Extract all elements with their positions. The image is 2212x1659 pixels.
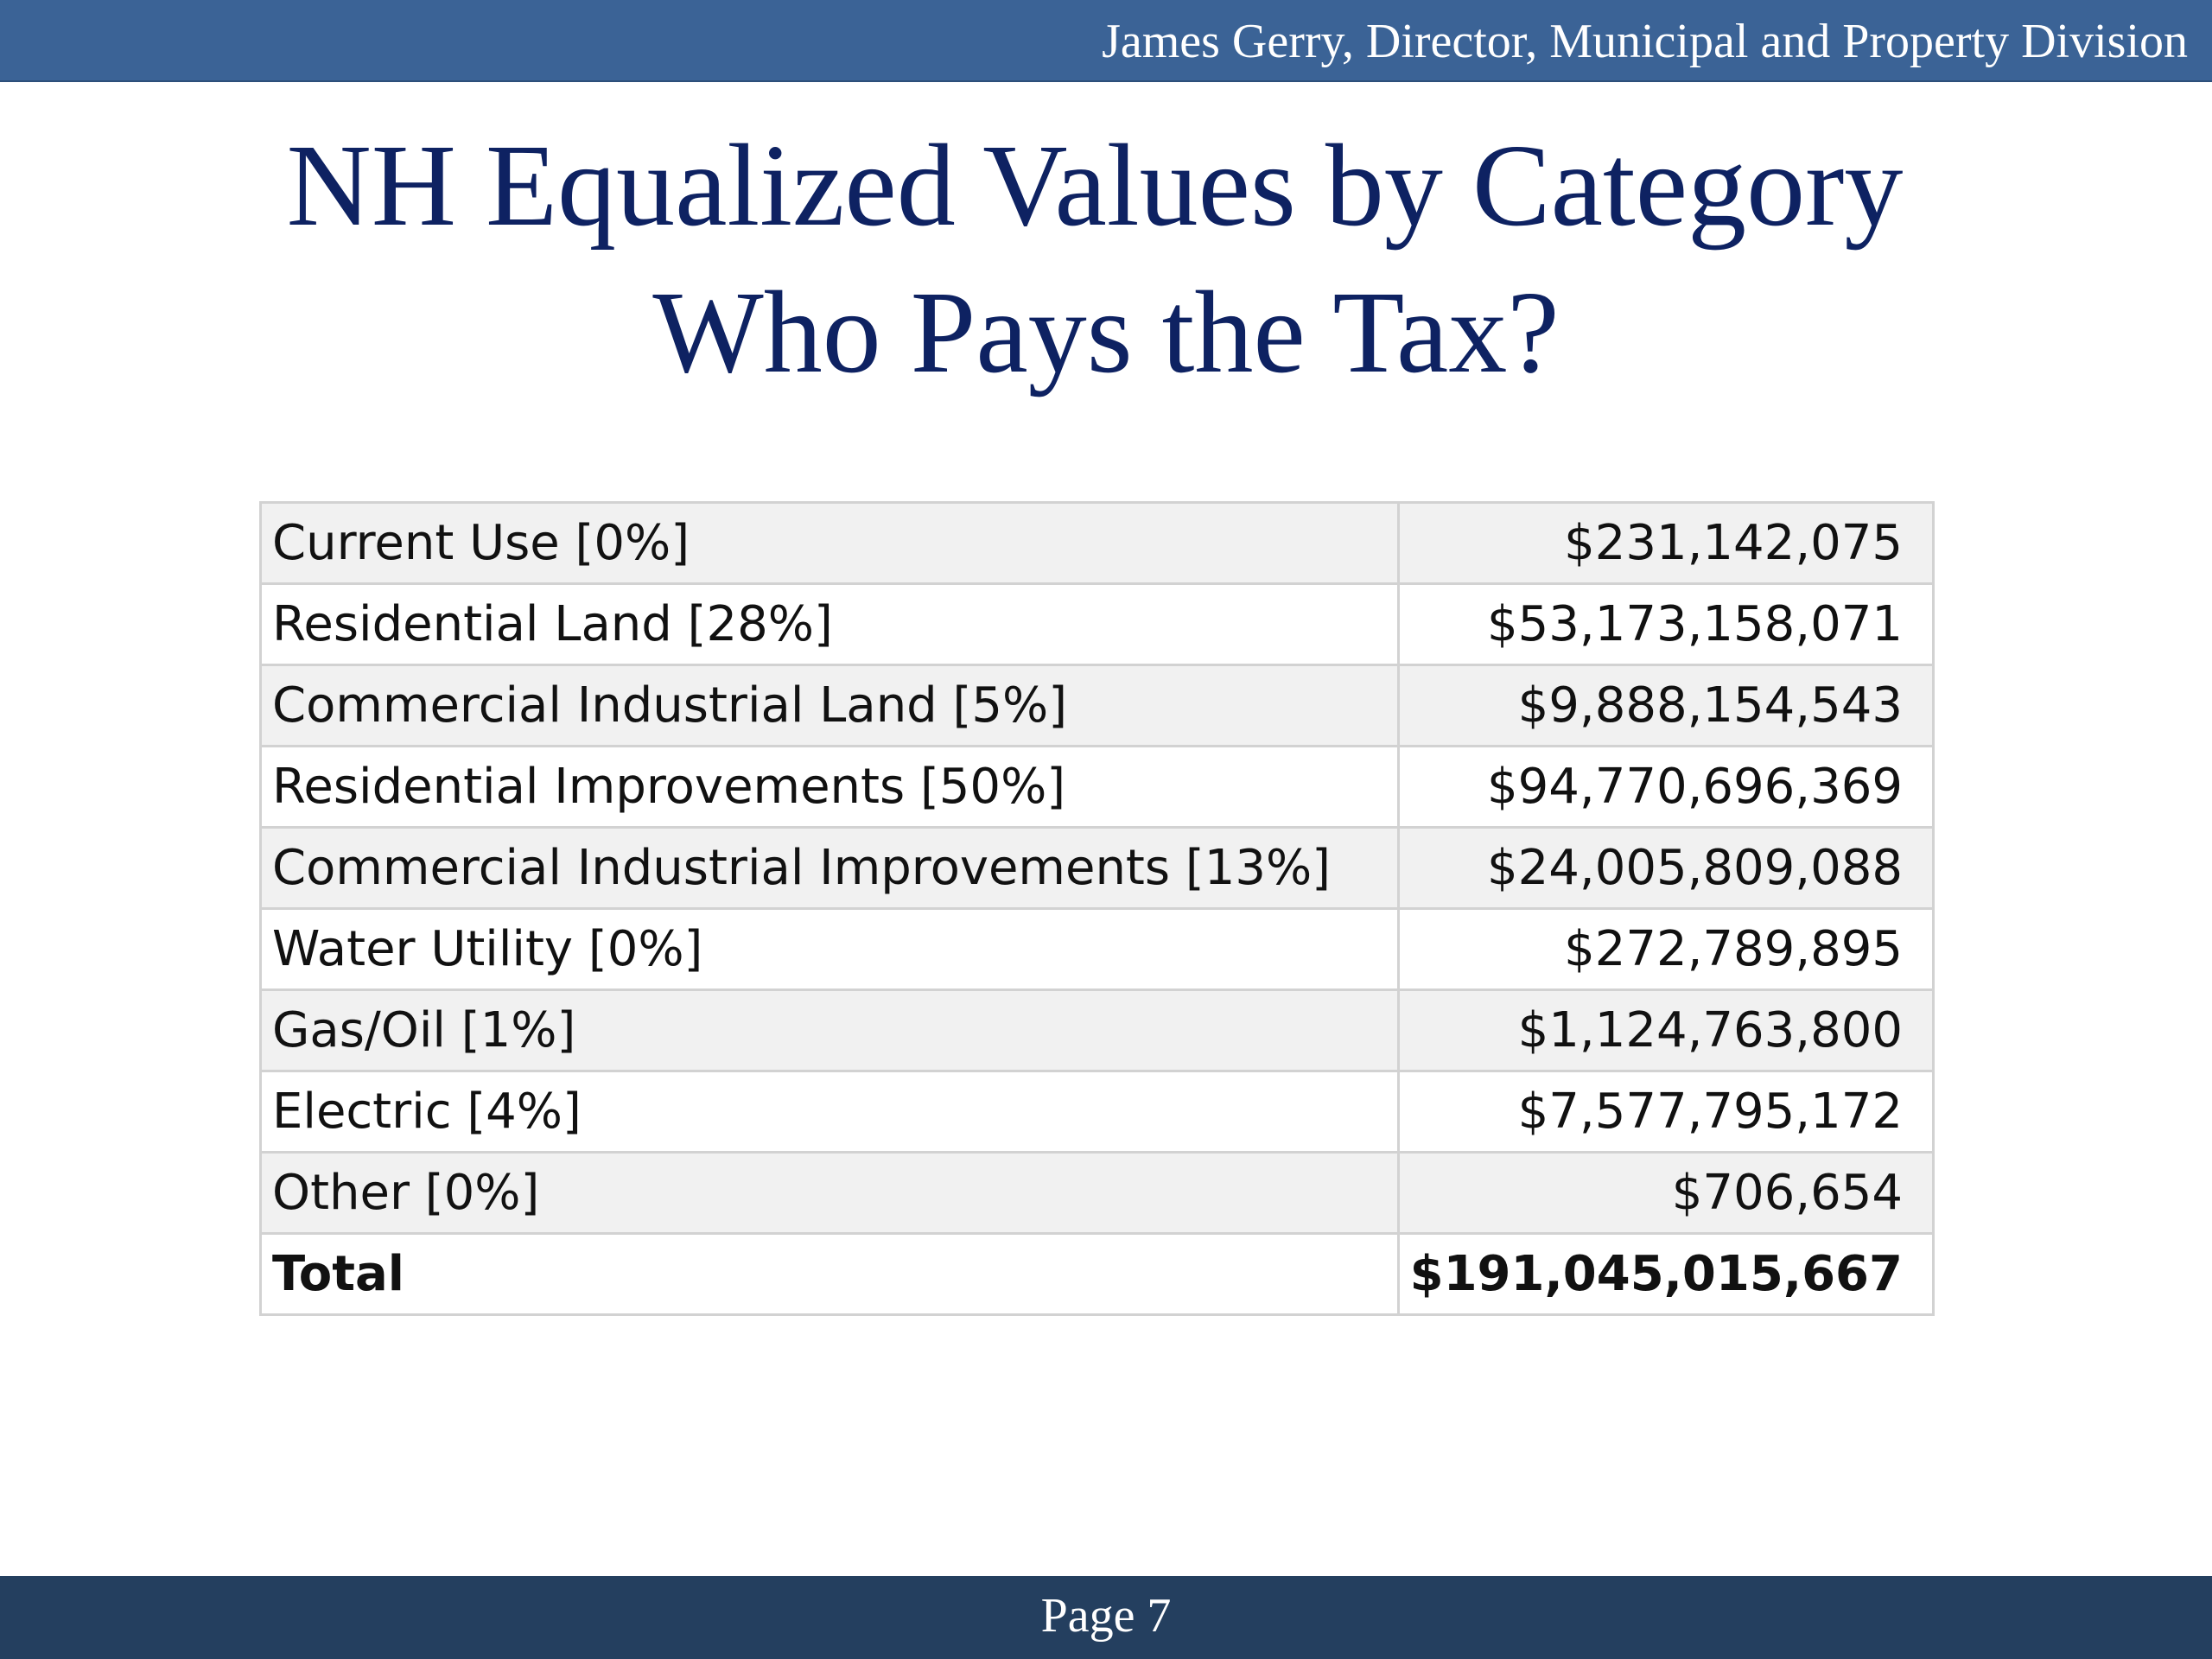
table-row: Gas/Oil [1%] $1,124,763,800 xyxy=(259,988,1936,1072)
footer-bar: Page 7 xyxy=(0,1576,2212,1659)
page-number: Page 7 xyxy=(1040,1589,1172,1643)
table-row: Electric [4%] $7,577,795,172 xyxy=(259,1070,1936,1154)
table-row: Residential Improvements [50%] $94,770,6… xyxy=(259,745,1936,829)
category-cell: Residential Land [28%] xyxy=(259,582,1400,666)
value-cell: $1,124,763,800 xyxy=(1396,988,1936,1072)
presenter-credit: James Gerry, Director, Municipal and Pro… xyxy=(1102,15,2188,68)
value-cell: $7,577,795,172 xyxy=(1396,1070,1936,1154)
slide-title: NH Equalized Values by Category Who Pays… xyxy=(0,112,2212,406)
table-row: Commercial Industrial Land [5%] $9,888,1… xyxy=(259,664,1936,747)
category-cell: Residential Improvements [50%] xyxy=(259,745,1400,829)
table-row: Residential Land [28%] $53,173,158,071 xyxy=(259,582,1936,666)
value-cell: $24,005,809,088 xyxy=(1396,826,1936,910)
total-label: Total xyxy=(259,1232,1400,1316)
category-cell: Electric [4%] xyxy=(259,1070,1400,1154)
value-cell: $706,654 xyxy=(1396,1151,1936,1235)
category-cell: Commercial Industrial Land [5%] xyxy=(259,664,1400,747)
title-line-2: Who Pays the Tax? xyxy=(652,268,1560,397)
category-cell: Other [0%] xyxy=(259,1151,1400,1235)
table-row: Other [0%] $706,654 xyxy=(259,1151,1936,1235)
total-value: $191,045,015,667 xyxy=(1396,1232,1936,1316)
title-line-1: NH Equalized Values by Category xyxy=(286,121,1904,251)
category-cell: Commercial Industrial Improvements [13%] xyxy=(259,826,1400,910)
value-cell: $231,142,075 xyxy=(1396,501,1936,585)
value-cell: $53,173,158,071 xyxy=(1396,582,1936,666)
value-cell: $9,888,154,543 xyxy=(1396,664,1936,747)
category-cell: Water Utility [0%] xyxy=(259,907,1400,991)
table-row: Current Use [0%] $231,142,075 xyxy=(259,501,1936,585)
table-row: Commercial Industrial Improvements [13%]… xyxy=(259,826,1936,910)
value-cell: $94,770,696,369 xyxy=(1396,745,1936,829)
table-row: Water Utility [0%] $272,789,895 xyxy=(259,907,1936,991)
value-cell: $272,789,895 xyxy=(1396,907,1936,991)
total-row: Total $191,045,015,667 xyxy=(259,1232,1936,1316)
category-cell: Current Use [0%] xyxy=(259,501,1400,585)
category-cell: Gas/Oil [1%] xyxy=(259,988,1400,1072)
equalized-values-table: Current Use [0%] $231,142,075 Residentia… xyxy=(259,501,1936,1316)
header-bar: James Gerry, Director, Municipal and Pro… xyxy=(0,0,2212,82)
